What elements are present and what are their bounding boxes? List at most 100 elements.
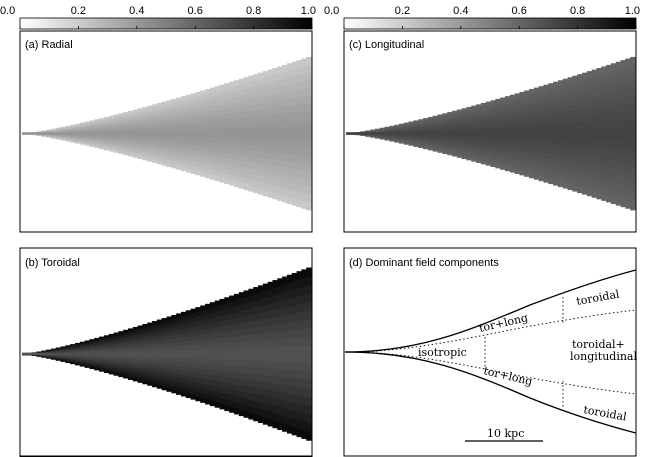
wedge-cell <box>74 345 81 347</box>
wedge-cell <box>432 135 439 138</box>
wedge-cell <box>557 133 564 140</box>
wedge-cell <box>403 138 410 141</box>
wedge-cell <box>79 345 86 347</box>
wedge-cell <box>606 99 612 107</box>
wedge-cell <box>529 146 535 152</box>
wedge-cell <box>394 124 400 126</box>
wedge-cell <box>79 341 86 344</box>
wedge-cell <box>389 133 395 135</box>
wedge-cell <box>190 358 196 364</box>
wedge-cell <box>291 345 298 355</box>
wedge-cell <box>74 354 81 356</box>
wedge-cell <box>171 385 177 390</box>
wedge-cell <box>267 159 273 166</box>
wedge-cell <box>171 334 177 339</box>
wedge-cell <box>500 111 506 116</box>
wedge-cell <box>432 140 439 143</box>
wedge-cell <box>286 417 293 426</box>
wedge-cell <box>461 110 467 114</box>
wedge-cell <box>233 144 240 150</box>
wedge-cell <box>171 164 177 169</box>
wedge-cell <box>195 321 201 327</box>
wedge-cell <box>137 359 143 363</box>
wedge-cell <box>504 111 511 116</box>
wedge-cell <box>596 192 602 200</box>
wedge-cell <box>224 405 230 412</box>
wedge-cell <box>630 194 636 203</box>
wedge-cell <box>557 117 564 124</box>
wedge-cell <box>262 108 269 116</box>
wedge-cell <box>582 163 588 171</box>
wedge-cell <box>195 339 201 345</box>
wedge-cell <box>442 133 448 136</box>
wedge-cell <box>301 303 307 312</box>
wedge-cell <box>447 122 453 126</box>
wedge-cell <box>70 124 76 126</box>
wedge-cell <box>152 127 158 131</box>
wedge-cell <box>123 116 129 119</box>
wedge-cell <box>296 411 302 421</box>
wedge-cell <box>166 335 172 340</box>
wedge-cell <box>625 111 631 119</box>
wedge-cell <box>286 91 293 99</box>
wedge-cell <box>538 161 544 167</box>
wedge-cell <box>451 153 458 157</box>
wedge-cell <box>70 128 76 130</box>
wedge-cell <box>137 123 143 127</box>
wedge-cell <box>60 351 66 353</box>
wedge-cell <box>176 341 182 347</box>
wedge-cell <box>60 132 66 134</box>
colorbar-tick-label: 0.8 <box>246 5 261 17</box>
wedge-cell <box>84 131 90 133</box>
wedge-cell <box>233 293 240 301</box>
wedge-cell <box>548 163 554 170</box>
wedge-cell <box>99 364 105 367</box>
wedge-cell <box>519 116 525 122</box>
wedge-cell <box>374 133 381 135</box>
wedge-cell <box>538 138 544 144</box>
wedge-cell <box>176 337 182 343</box>
wedge-cell <box>89 365 95 368</box>
wedge-cell <box>152 340 158 345</box>
wedge-cell <box>152 344 158 348</box>
wedge-cell <box>41 351 47 353</box>
wedge-cell <box>620 140 626 149</box>
wedge-cell <box>591 82 597 90</box>
wedge-cell <box>74 128 81 130</box>
wedge-cell <box>389 132 395 134</box>
wedge-cell <box>432 142 439 145</box>
wedge-cell <box>171 354 177 359</box>
wedge-cell <box>200 150 206 156</box>
wedge-cell <box>408 134 414 137</box>
wedge-cell <box>185 141 192 146</box>
wedge-cell <box>185 114 192 119</box>
wedge-cell <box>50 350 57 352</box>
wedge-cell <box>65 134 71 136</box>
wedge-cell <box>94 362 100 364</box>
wedge-cell <box>233 384 240 391</box>
wedge-cell <box>248 162 254 169</box>
wedge-cell <box>70 355 76 358</box>
wedge-cell <box>286 322 293 331</box>
wedge-cell <box>572 156 578 163</box>
wedge-cell <box>55 137 62 139</box>
wedge-cell <box>586 145 593 153</box>
wedge-cell <box>137 376 143 380</box>
wedge-cell <box>152 159 158 163</box>
wedge-cell <box>103 146 110 149</box>
wedge-cell <box>582 182 588 189</box>
wedge-cell <box>55 354 62 355</box>
wedge-cell <box>509 102 516 107</box>
wedge-cell <box>500 151 506 156</box>
wedge-cell <box>456 114 463 118</box>
wedge-cell <box>286 330 293 339</box>
wedge-cell <box>562 182 569 189</box>
wedge-cell <box>137 365 143 369</box>
wedge-cell <box>529 102 535 108</box>
wedge-cell <box>238 138 245 145</box>
wedge-cell <box>306 110 312 119</box>
wedge-cell <box>286 119 293 127</box>
wedge-cell <box>379 128 386 130</box>
wedge-cell <box>615 76 622 84</box>
wedge-cell <box>262 332 269 341</box>
